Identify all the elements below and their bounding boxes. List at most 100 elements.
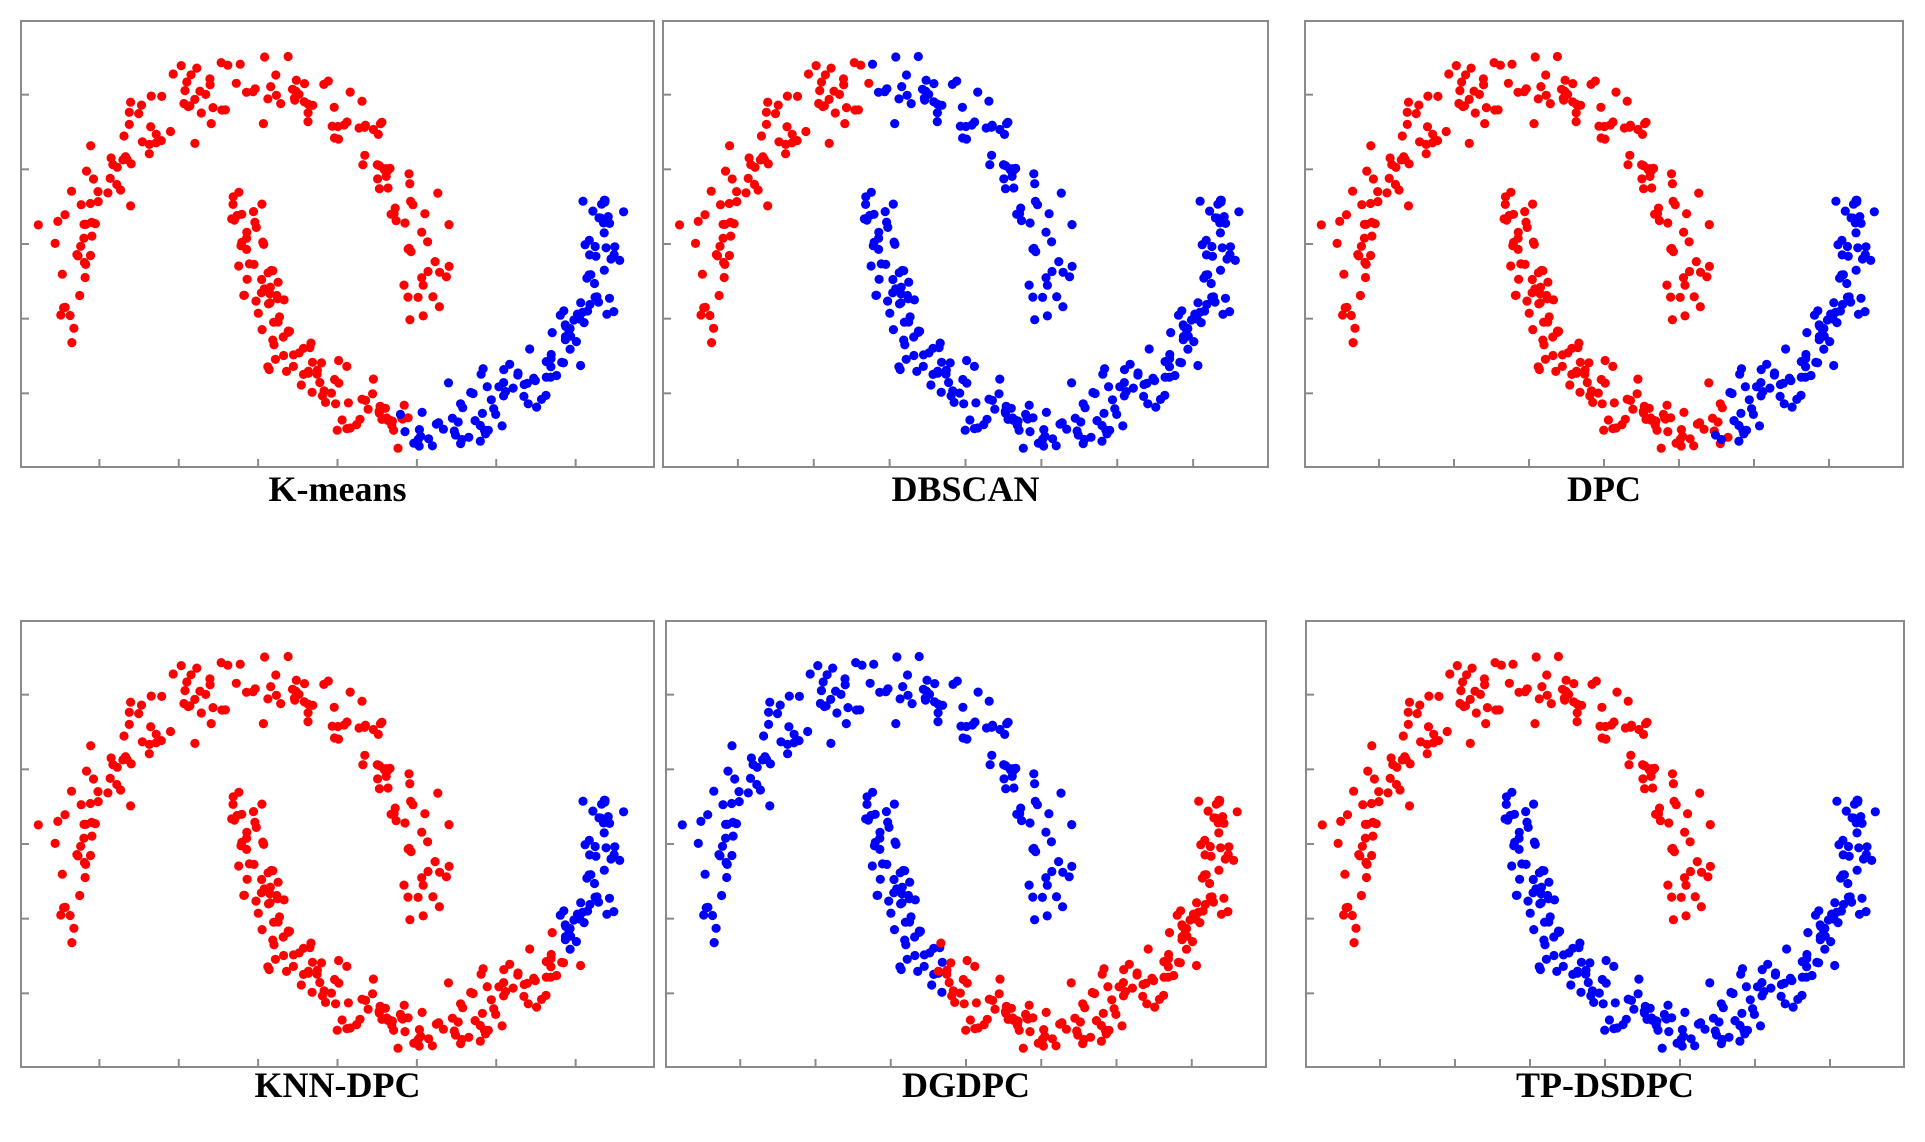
data-point-cluster-b [900,917,910,927]
data-point-cluster-b [764,719,774,729]
data-point-cluster-a [283,651,293,662]
data-point-cluster-a [773,100,783,110]
data-point-cluster-a [697,269,707,279]
data-point-cluster-b [1634,974,1644,984]
data-point-cluster-a [1539,340,1549,350]
data-point-cluster-a [182,77,192,87]
data-point-cluster-b [874,274,884,284]
data-point-cluster-a [718,233,728,243]
data-point-cluster-a [959,999,969,1009]
data-point-cluster-b [1009,783,1019,793]
data-point-cluster-b [937,100,947,110]
data-point-cluster-a [258,119,268,129]
data-point-cluster-a [1193,907,1204,917]
data-point-cluster-a [1695,302,1705,312]
data-point-cluster-b [1001,784,1011,794]
data-point-cluster-a [228,792,238,802]
data-point-cluster-a [276,699,286,709]
data-point-cluster-b [1067,220,1077,230]
data-point-cluster-a [1571,117,1581,127]
data-point-cluster-b [937,957,947,967]
data-point-cluster-a [288,961,298,971]
data-point-cluster-a [1695,267,1706,277]
data-point-cluster-a [1715,399,1725,409]
data-point-cluster-b [1862,842,1872,852]
data-point-cluster-a [327,721,337,731]
data-point-cluster-b [1067,820,1077,830]
data-point-cluster-b [1030,315,1040,325]
data-point-cluster-a [1111,1009,1121,1019]
data-point-cluster-b [1700,1024,1710,1034]
data-point-cluster-b [1125,359,1135,369]
data-point-cluster-a [186,670,196,680]
data-point-cluster-a [1367,741,1377,751]
data-point-cluster-a [434,302,444,312]
data-point-cluster-a [1462,670,1472,680]
data-point-cluster-a [1593,388,1603,398]
data-point-cluster-b [897,889,907,899]
data-point-cluster-a [303,717,313,727]
data-point-cluster-a [399,880,409,890]
data-point-cluster-b [1716,999,1726,1009]
data-point-cluster-a [1187,937,1198,947]
data-point-cluster-a [1528,325,1538,335]
data-point-cluster-a [423,837,433,847]
data-point-cluster-a [1415,700,1425,710]
data-point-cluster-a [1403,201,1414,211]
data-point-cluster-a [1500,199,1510,209]
data-point-cluster-b [1629,1004,1639,1014]
data-point-cluster-b [941,365,951,375]
data-point-cluster-a [1142,999,1152,1009]
data-point-cluster-a [1516,259,1526,269]
data-point-cluster-b [1165,349,1175,360]
data-point-cluster-a [946,958,956,968]
data-point-cluster-a [1458,677,1468,687]
data-point-cluster-b [1052,292,1062,302]
data-point-cluster-a [427,1041,437,1051]
data-point-cluster-a [266,682,276,692]
data-point-cluster-a [87,831,97,841]
data-point-cluster-a [1541,70,1551,80]
data-point-cluster-b [599,228,609,238]
data-point-cluster-b [938,700,948,710]
data-point-cluster-b [890,119,900,129]
data-point-cluster-a [1103,982,1113,992]
data-point-cluster-b [1536,889,1546,899]
data-point-cluster-b [603,812,613,822]
data-point-cluster-b [889,925,900,935]
data-point-cluster-b [1206,278,1216,289]
data-point-cluster-b [1218,309,1228,319]
data-point-cluster-a [1359,233,1369,243]
data-point-cluster-a [76,800,86,810]
data-point-cluster-b [1029,243,1039,253]
data-point-cluster-a [1680,280,1690,290]
data-point-cluster-a [418,911,428,921]
data-point-cluster-b [884,822,894,832]
data-point-cluster-b [1041,407,1051,417]
data-point-cluster-a [279,895,289,905]
data-point-cluster-a [380,1003,390,1013]
scatter-plot [1304,20,1904,468]
data-point-cluster-a [1163,962,1173,972]
data-point-cluster-b [1814,906,1824,916]
data-point-cluster-b [585,250,595,260]
data-point-cluster-b [1736,408,1746,418]
data-point-cluster-b [1744,395,1754,405]
data-point-cluster-a [417,227,427,237]
data-point-cluster-a [1424,691,1434,701]
data-point-cluster-a [75,890,85,901]
data-point-cluster-a [1366,141,1376,151]
data-point-cluster-a [306,338,316,348]
data-point-cluster-a [242,827,252,837]
data-point-cluster-b [1056,788,1066,798]
data-point-cluster-a [146,122,156,132]
data-point-cluster-a [372,760,382,770]
data-point-cluster-a [1702,272,1712,282]
data-point-cluster-a [208,103,218,113]
data-point-cluster-a [76,841,86,851]
data-point-cluster-a [1442,726,1452,737]
data-point-cluster-a [782,91,792,101]
data-point-cluster-a [1537,682,1547,692]
data-point-cluster-b [955,121,965,131]
data-point-cluster-a [206,119,216,129]
